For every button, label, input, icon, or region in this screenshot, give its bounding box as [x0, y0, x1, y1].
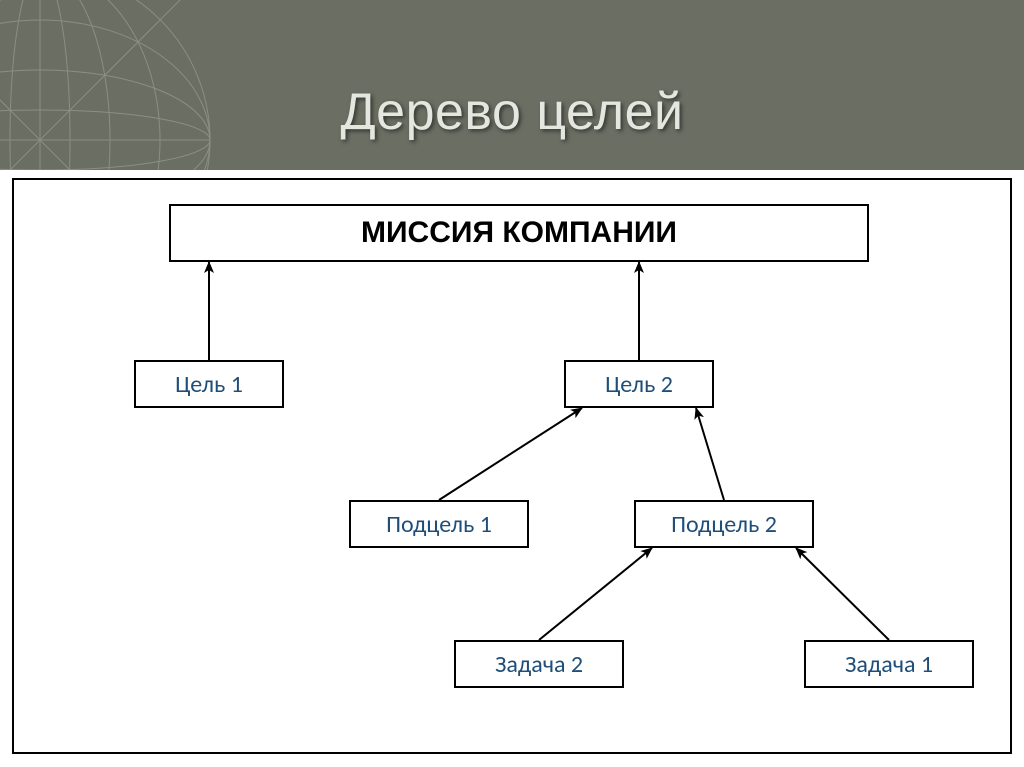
node-subgoal1: Подцель 1 [349, 500, 529, 548]
node-task2: Задача 2 [454, 640, 624, 688]
node-goal2: Цель 2 [564, 360, 714, 408]
node-mission: МИССИЯ КОМПАНИИ [169, 204, 869, 262]
goal-tree-diagram: МИССИЯ КОМПАНИИ Цель 1 Цель 2 Подцель 1 … [12, 178, 1012, 754]
node-goal1-label: Цель 1 [175, 370, 243, 399]
node-mission-label: МИССИЯ КОМПАНИИ [361, 216, 677, 250]
node-task2-label: Задача 2 [495, 650, 583, 679]
slide-title: Дерево целей [0, 82, 1024, 142]
node-goal2-label: Цель 2 [605, 370, 673, 399]
slide-header: Дерево целей [0, 0, 1024, 170]
node-subgoal1-label: Подцель 1 [386, 510, 492, 539]
node-task1: Задача 1 [804, 640, 974, 688]
node-subgoal2-label: Подцель 2 [671, 510, 777, 539]
node-task1-label: Задача 1 [845, 650, 933, 679]
node-subgoal2: Подцель 2 [634, 500, 814, 548]
node-goal1: Цель 1 [134, 360, 284, 408]
